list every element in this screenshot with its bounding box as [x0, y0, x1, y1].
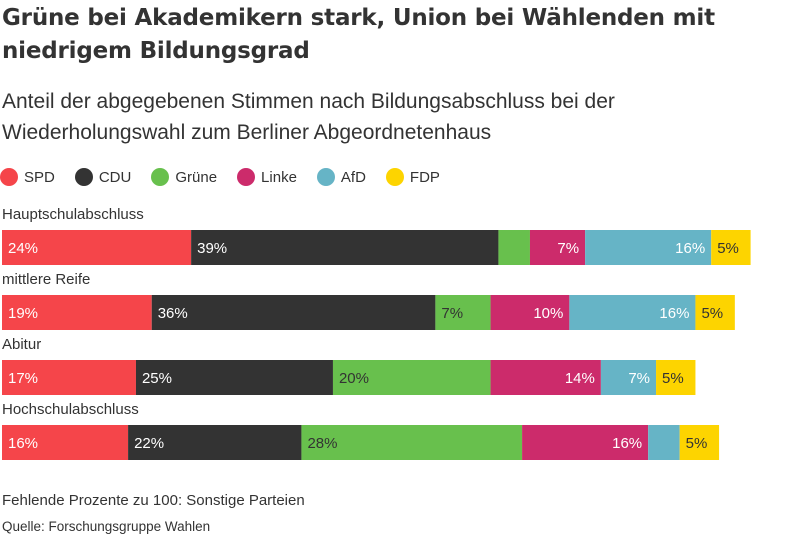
bar-segment-cdu [135, 360, 333, 395]
legend-item-linke: Linke [237, 168, 297, 186]
category-label: Abitur [2, 336, 41, 353]
category-label: Hochschulabschluss [2, 401, 139, 418]
source: Quelle: Forschungsgruppe Wahlen [2, 519, 211, 534]
chart-subtitle: Anteil der abgegebenen Stimmen nach Bild… [2, 90, 615, 144]
bar-segment-cdu [191, 230, 499, 265]
legend-swatch [237, 168, 256, 186]
legend-label: Grüne [175, 168, 218, 186]
legend-item-spd: SPD [0, 168, 55, 186]
data-label: 5% [717, 240, 739, 257]
data-label: 10% [533, 305, 563, 322]
legend-swatch [151, 168, 170, 186]
data-label: 7% [628, 370, 650, 387]
legend-item-grüne: Grüne [151, 168, 217, 186]
legend-label: SPD [24, 168, 55, 186]
bar-segment-afd [585, 230, 712, 265]
bar-segment-afd [648, 425, 680, 460]
bar-segment-grüne [498, 230, 530, 265]
bar-segment-linke [490, 360, 601, 395]
data-label: 16% [675, 240, 705, 257]
legend-item-fdp: FDP [385, 168, 440, 186]
data-label: 19% [8, 305, 38, 322]
legend-label: AfD [340, 168, 366, 186]
data-label: 5% [686, 435, 708, 452]
data-label: 16% [8, 435, 38, 452]
data-label: 28% [307, 435, 337, 452]
bar-segment-spd [2, 360, 136, 395]
bar-segment-spd [2, 230, 192, 265]
bar-segment-afd [600, 360, 657, 395]
data-label: 25% [142, 370, 172, 387]
bar-segment-spd [2, 295, 152, 330]
category-label: mittlere Reife [2, 271, 90, 288]
bar-segment-fdp [656, 360, 696, 395]
data-label: 39% [197, 240, 227, 257]
legend-swatch [385, 168, 404, 186]
data-label: 14% [565, 370, 595, 387]
bar-segment-grüne [332, 360, 491, 395]
legend-swatch [0, 168, 18, 186]
bar-segment-cdu [128, 425, 302, 460]
legend-label: CDU [98, 168, 132, 186]
legend-swatch [316, 168, 335, 186]
data-label: 36% [158, 305, 188, 322]
footnote: Fehlende Prozente zu 100: Sonstige Parte… [2, 492, 305, 509]
bar-segment-spd [2, 425, 129, 460]
bar-segment-fdp [679, 425, 720, 460]
bar-segment-afd [569, 295, 696, 330]
chart-title: Grüne bei Akademikern stark, Union bei W… [2, 5, 715, 64]
legend-item-cdu: CDU [74, 168, 132, 186]
bar-segment-linke [490, 295, 570, 330]
legend: SPD CDU Grüne Linke AfD FDP [0, 166, 460, 188]
legend-label: Linke [261, 168, 297, 186]
data-label: 7% [441, 305, 463, 322]
data-label: 16% [659, 305, 689, 322]
category-label: Hauptschulabschluss [2, 206, 144, 223]
bar-segment-linke [529, 230, 586, 265]
data-label: 5% [662, 370, 684, 387]
legend-item-afd: AfD [316, 168, 366, 186]
data-label: 7% [557, 240, 579, 257]
bar-segment-grüne [301, 425, 523, 460]
data-label: 22% [134, 435, 164, 452]
legend-swatch [74, 168, 93, 186]
data-label: 24% [8, 240, 38, 257]
data-label: 17% [8, 370, 38, 387]
bar-segment-cdu [151, 295, 436, 330]
bar-segment-grüne [435, 295, 491, 330]
bar-segment-linke [522, 425, 649, 460]
data-label: 5% [701, 305, 723, 322]
data-label: 20% [339, 370, 369, 387]
data-label: 16% [612, 435, 642, 452]
legend-label: FDP [409, 168, 440, 186]
bar-segment-fdp [695, 295, 735, 330]
bar-segment-fdp [711, 230, 751, 265]
stacked-bar-chart: Hauptschulabschluss 24% 39% 7% 16% 5% mittlere… [2, 206, 751, 460]
